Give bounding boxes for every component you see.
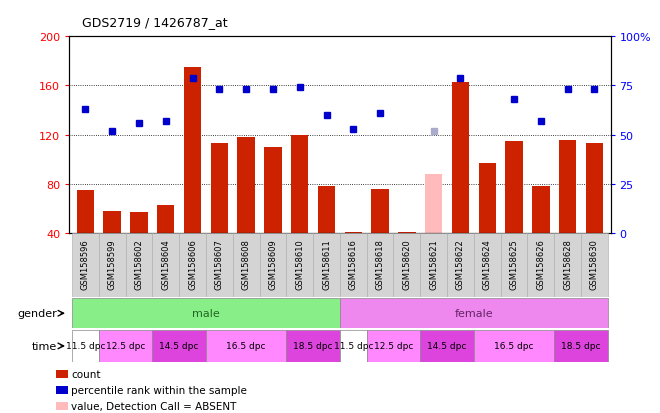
Text: 18.5 dpc: 18.5 dpc <box>293 342 333 351</box>
Text: count: count <box>71 369 100 379</box>
Bar <box>104 211 121 233</box>
Bar <box>99 330 152 362</box>
Text: GSM158607: GSM158607 <box>215 238 224 289</box>
Text: GSM158606: GSM158606 <box>188 238 197 289</box>
Bar <box>501 233 527 297</box>
Text: percentile rank within the sample: percentile rank within the sample <box>71 385 247 395</box>
Text: GSM158610: GSM158610 <box>295 238 304 289</box>
Bar <box>532 187 550 233</box>
Bar <box>286 330 340 362</box>
Bar <box>56 370 67 378</box>
Bar <box>56 387 67 394</box>
Bar <box>264 147 282 233</box>
Bar <box>340 299 608 328</box>
Bar <box>238 138 255 233</box>
Text: GSM158626: GSM158626 <box>537 238 545 289</box>
Bar <box>478 164 496 233</box>
Bar <box>585 144 603 233</box>
Text: GSM158625: GSM158625 <box>510 238 519 289</box>
Bar <box>259 233 286 297</box>
Text: 18.5 dpc: 18.5 dpc <box>561 342 601 351</box>
Bar <box>157 205 174 233</box>
Bar <box>340 330 367 362</box>
Text: gender: gender <box>17 309 57 318</box>
Text: value, Detection Call = ABSENT: value, Detection Call = ABSENT <box>71 401 236 411</box>
Text: GSM158621: GSM158621 <box>429 238 438 289</box>
Text: GSM158620: GSM158620 <box>403 238 411 289</box>
Text: 16.5 dpc: 16.5 dpc <box>226 342 266 351</box>
Text: GSM158622: GSM158622 <box>456 238 465 289</box>
Bar <box>425 174 442 233</box>
Bar <box>286 233 313 297</box>
Bar <box>125 233 152 297</box>
Text: GSM158618: GSM158618 <box>376 238 385 289</box>
Text: GSM158630: GSM158630 <box>590 238 599 289</box>
Text: 11.5 dpc: 11.5 dpc <box>65 342 105 351</box>
Bar <box>179 233 206 297</box>
Text: 14.5 dpc: 14.5 dpc <box>160 342 199 351</box>
Bar <box>56 403 67 410</box>
Bar <box>72 233 99 297</box>
Bar <box>233 233 259 297</box>
Bar <box>554 233 581 297</box>
Text: 16.5 dpc: 16.5 dpc <box>494 342 534 351</box>
Text: 12.5 dpc: 12.5 dpc <box>106 342 145 351</box>
Bar <box>313 233 340 297</box>
Bar <box>506 141 523 233</box>
Bar <box>581 233 608 297</box>
Text: GDS2719 / 1426787_at: GDS2719 / 1426787_at <box>82 16 228 29</box>
Bar <box>372 189 389 233</box>
Bar <box>206 233 233 297</box>
Text: GSM158624: GSM158624 <box>482 238 492 289</box>
Text: 11.5 dpc: 11.5 dpc <box>333 342 373 351</box>
Bar <box>474 233 501 297</box>
Bar <box>367 233 393 297</box>
Bar <box>367 330 420 362</box>
Text: GSM158602: GSM158602 <box>135 238 143 289</box>
Text: GSM158628: GSM158628 <box>563 238 572 289</box>
Text: GSM158616: GSM158616 <box>348 238 358 289</box>
Bar <box>318 187 335 233</box>
Bar <box>527 233 554 297</box>
Bar <box>420 330 474 362</box>
Text: female: female <box>455 309 493 318</box>
Bar <box>184 68 201 233</box>
Bar <box>559 140 576 233</box>
Bar <box>554 330 608 362</box>
Text: 14.5 dpc: 14.5 dpc <box>428 342 467 351</box>
Bar <box>393 233 420 297</box>
Bar <box>447 233 474 297</box>
Bar <box>211 144 228 233</box>
Bar <box>72 330 99 362</box>
Text: GSM158609: GSM158609 <box>269 238 277 289</box>
Bar <box>152 330 206 362</box>
Bar <box>77 190 94 233</box>
Bar <box>420 233 447 297</box>
Text: time: time <box>32 341 57 351</box>
Text: 12.5 dpc: 12.5 dpc <box>374 342 413 351</box>
Bar <box>72 299 340 328</box>
Bar <box>99 233 125 297</box>
Text: GSM158611: GSM158611 <box>322 238 331 289</box>
Bar <box>291 135 308 233</box>
Bar <box>398 232 416 233</box>
Text: GSM158596: GSM158596 <box>81 238 90 289</box>
Bar <box>340 233 367 297</box>
Text: male: male <box>192 309 220 318</box>
Bar <box>130 213 148 233</box>
Text: GSM158608: GSM158608 <box>242 238 251 289</box>
Bar <box>206 330 286 362</box>
Bar <box>474 330 554 362</box>
Text: GSM158599: GSM158599 <box>108 238 117 289</box>
Bar <box>451 83 469 233</box>
Text: GSM158604: GSM158604 <box>161 238 170 289</box>
Bar <box>152 233 179 297</box>
Bar <box>345 232 362 233</box>
